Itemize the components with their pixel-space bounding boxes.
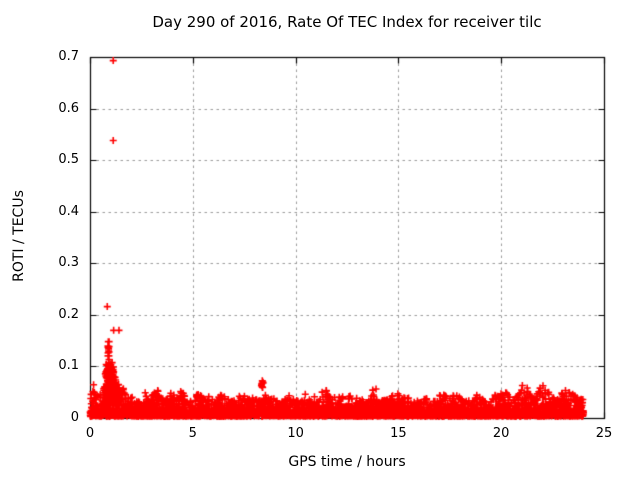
x-axis-label: GPS time / hours bbox=[288, 454, 406, 470]
x-tick-label: 20 bbox=[492, 426, 510, 441]
y-tick-label: 0 bbox=[70, 410, 79, 425]
y-axis-label: ROTI / TECUs bbox=[11, 190, 27, 282]
y-tick-label: 0.5 bbox=[58, 152, 79, 168]
x-tick-label: 15 bbox=[390, 426, 407, 441]
chart-title: Day 290 of 2016, Rate Of TEC Index for r… bbox=[152, 13, 542, 31]
y-tick-label: 0.7 bbox=[58, 49, 79, 64]
y-tick-label: 0.6 bbox=[58, 100, 79, 116]
y-tick-label: 0.2 bbox=[58, 306, 79, 322]
x-tick-label: 5 bbox=[188, 426, 197, 441]
y-tick-label: 0.1 bbox=[58, 358, 79, 374]
x-tick-label: 10 bbox=[287, 426, 304, 441]
y-tick-label: 0.3 bbox=[58, 255, 79, 271]
x-tick-label: 0 bbox=[85, 426, 95, 441]
y-tick-label: 0.4 bbox=[58, 203, 79, 219]
x-tick-label: 25 bbox=[595, 426, 613, 441]
